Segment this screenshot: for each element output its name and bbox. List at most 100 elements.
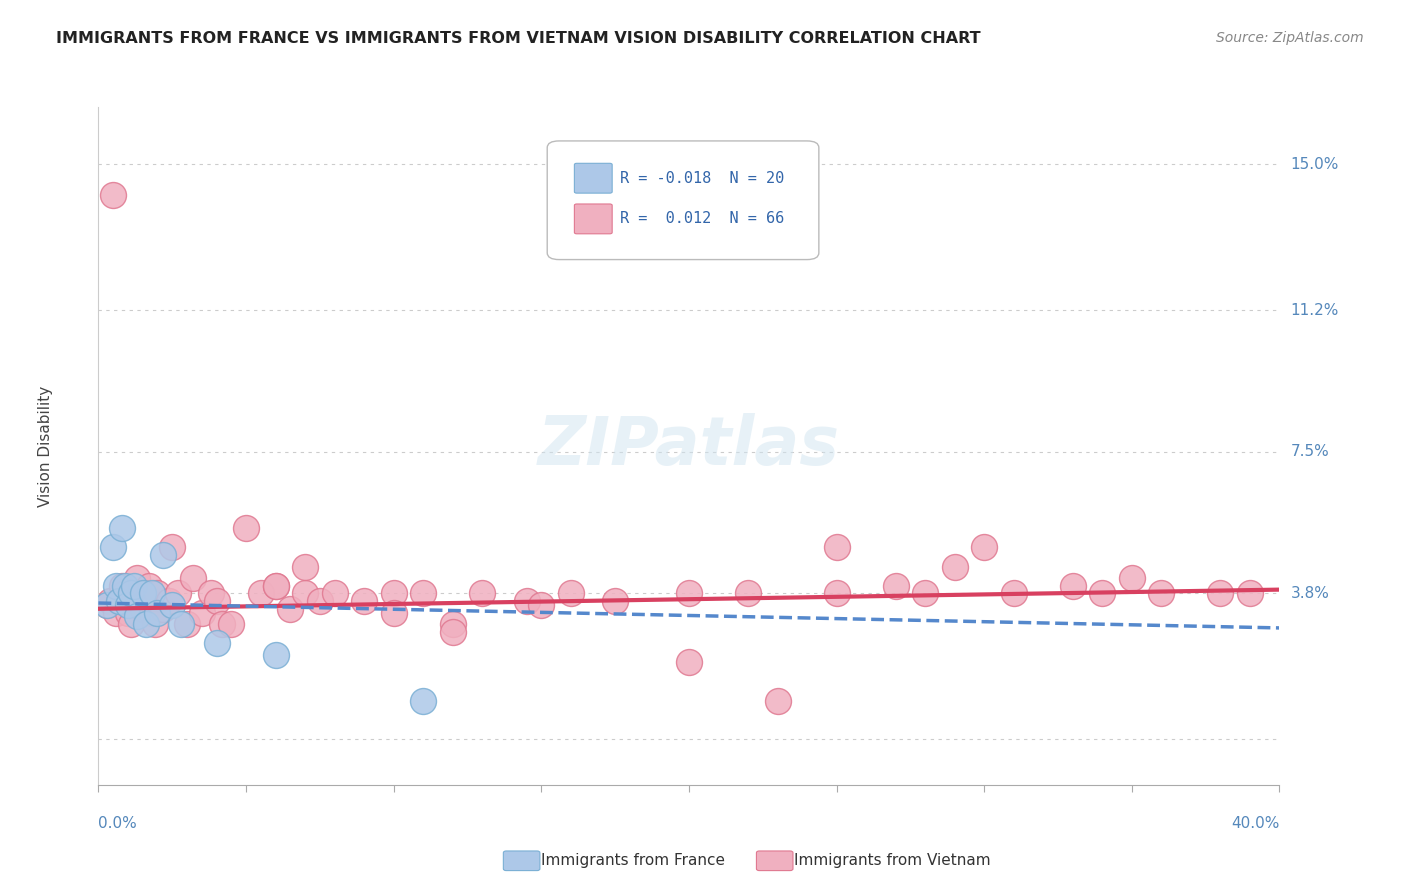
Point <box>678 586 700 600</box>
Point <box>117 606 139 620</box>
FancyBboxPatch shape <box>575 163 612 194</box>
Point <box>191 606 214 620</box>
Point <box>471 586 494 600</box>
Text: Immigrants from Vietnam: Immigrants from Vietnam <box>794 854 991 868</box>
Point <box>132 601 155 615</box>
Point <box>117 598 139 612</box>
Text: 3.8%: 3.8% <box>1291 586 1330 601</box>
Text: 0.0%: 0.0% <box>98 815 138 830</box>
Point <box>200 586 222 600</box>
Point <box>125 571 148 585</box>
Point <box>278 601 302 615</box>
Point <box>323 586 346 600</box>
Point <box>205 636 228 650</box>
Point <box>122 586 145 600</box>
FancyBboxPatch shape <box>575 204 612 234</box>
Point <box>105 579 128 593</box>
Text: 15.0%: 15.0% <box>1291 157 1339 172</box>
Point <box>120 617 142 632</box>
Text: 7.5%: 7.5% <box>1291 444 1329 459</box>
Point <box>176 617 198 632</box>
Point <box>235 521 257 535</box>
Point <box>152 601 174 615</box>
Point <box>143 617 166 632</box>
Point <box>122 579 145 593</box>
Point <box>114 579 136 593</box>
Point <box>141 586 163 600</box>
Text: Vision Disability: Vision Disability <box>38 385 53 507</box>
Point <box>737 586 759 600</box>
Point <box>412 586 434 600</box>
Point <box>211 617 233 632</box>
Point <box>111 521 134 535</box>
Point <box>1091 586 1114 600</box>
Point <box>205 594 228 608</box>
Point <box>138 579 160 593</box>
Text: IMMIGRANTS FROM FRANCE VS IMMIGRANTS FROM VIETNAM VISION DISABILITY CORRELATION : IMMIGRANTS FROM FRANCE VS IMMIGRANTS FRO… <box>56 31 981 46</box>
Point <box>111 579 134 593</box>
Point <box>141 606 163 620</box>
Point <box>125 609 148 624</box>
Point <box>120 586 142 600</box>
Point <box>219 617 242 632</box>
Point <box>1062 579 1084 593</box>
Point <box>103 188 125 202</box>
Point <box>678 656 700 670</box>
Point <box>1209 586 1232 600</box>
Point <box>96 598 118 612</box>
Point <box>135 586 157 600</box>
Point <box>146 586 169 600</box>
Point <box>294 559 316 574</box>
Point <box>135 617 157 632</box>
Text: R = -0.018  N = 20: R = -0.018 N = 20 <box>620 170 785 186</box>
Text: ZIPatlas: ZIPatlas <box>538 413 839 479</box>
Point <box>560 586 582 600</box>
Point <box>412 694 434 708</box>
Text: 11.2%: 11.2% <box>1291 302 1339 318</box>
Point <box>382 606 405 620</box>
Point <box>1002 586 1025 600</box>
Point <box>441 624 464 639</box>
Point <box>943 559 966 574</box>
Point <box>114 586 136 600</box>
Point <box>441 617 464 632</box>
Point <box>170 617 193 632</box>
Point <box>530 598 553 612</box>
Point <box>250 586 273 600</box>
Point <box>152 548 174 562</box>
Text: 40.0%: 40.0% <box>1232 815 1279 830</box>
Text: Source: ZipAtlas.com: Source: ZipAtlas.com <box>1216 31 1364 45</box>
Point <box>914 586 936 600</box>
Point <box>605 594 627 608</box>
Point <box>309 594 332 608</box>
Text: Immigrants from France: Immigrants from France <box>541 854 725 868</box>
Point <box>1121 571 1143 585</box>
Point <box>157 594 180 608</box>
Point <box>766 694 789 708</box>
Point <box>264 579 287 593</box>
Point <box>294 586 316 600</box>
Point <box>884 579 907 593</box>
Point <box>162 541 183 555</box>
Point <box>105 606 128 620</box>
Text: R =  0.012  N = 66: R = 0.012 N = 66 <box>620 211 785 227</box>
Point <box>353 594 375 608</box>
Point <box>181 571 204 585</box>
Point <box>103 541 125 555</box>
Point <box>515 594 537 608</box>
Point <box>108 594 131 608</box>
Point <box>167 586 190 600</box>
Point <box>973 541 995 555</box>
Point <box>132 586 155 600</box>
FancyBboxPatch shape <box>547 141 818 260</box>
Point <box>1239 586 1261 600</box>
Point <box>128 594 150 608</box>
Point <box>1150 586 1173 600</box>
Point <box>96 598 118 612</box>
Point <box>98 594 121 608</box>
Point <box>162 598 183 612</box>
Point <box>825 586 848 600</box>
Point <box>382 586 405 600</box>
Point <box>825 541 848 555</box>
Point <box>264 579 287 593</box>
